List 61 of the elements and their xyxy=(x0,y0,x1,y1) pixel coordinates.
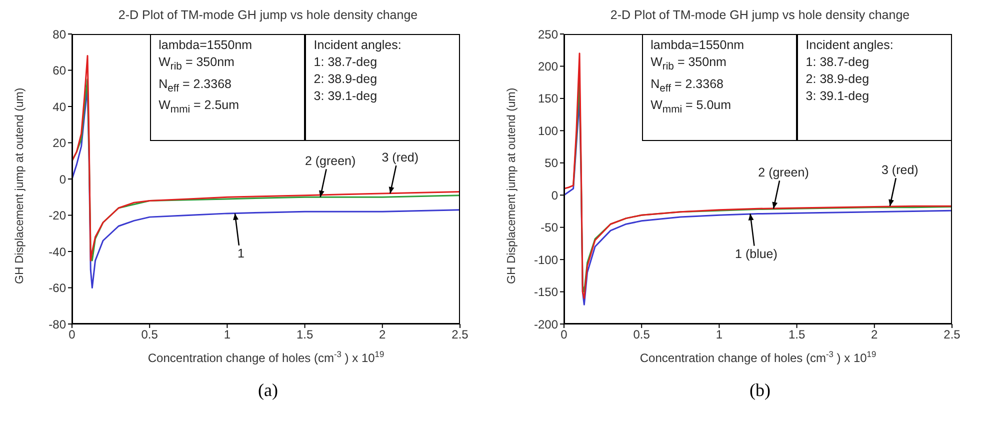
y-tick-label: -20 xyxy=(48,208,66,223)
x-tick-label: 2 xyxy=(871,328,878,342)
x-tick-label: 1 xyxy=(224,328,231,342)
annotation: lambda=1550nm xyxy=(158,37,254,54)
y-tick-label: 150 xyxy=(538,92,558,106)
x-tick-label: 1.5 xyxy=(296,328,314,342)
annotation: 3 (red) xyxy=(882,163,918,178)
x-tick-label: 2.5 xyxy=(452,328,469,342)
y-tick-label: 100 xyxy=(538,124,558,138)
x-tick-label: 2.5 xyxy=(944,328,961,342)
x-tick-label: 0.5 xyxy=(633,328,650,342)
y-tick-label: 40 xyxy=(52,100,66,114)
annotation: lambda=1550nm xyxy=(650,37,746,54)
annotation: W$_{mmi}$ = 5.0um xyxy=(650,97,732,118)
annotation: W$_{rib}$ = 350nm xyxy=(650,54,728,74)
text: (a) xyxy=(257,380,279,401)
text: (b) xyxy=(748,380,772,401)
x-tick-label: 2 xyxy=(379,328,386,342)
annotation: W$_{rib}$ = 350nm xyxy=(158,54,236,74)
y-tick-label: 20 xyxy=(52,136,66,150)
y-tick-label: 80 xyxy=(52,27,66,42)
y-tick-label: -80 xyxy=(48,317,66,332)
y-tick-label: -200 xyxy=(534,317,558,332)
y-tick-label: 60 xyxy=(52,64,66,78)
annotation: 2: 38.9-deg xyxy=(806,71,870,88)
y-tick-label: -100 xyxy=(534,252,558,267)
annotation: 3: 39.1-deg xyxy=(806,88,870,105)
x-axis-title: Concentration change of holes (cm$^{-3}$) x 10$^{19}$ xyxy=(640,349,876,365)
annotation: 1: 38.7-deg xyxy=(806,54,870,71)
annotation: 2 (green) xyxy=(758,166,809,180)
annotation: Incident angles: xyxy=(806,37,894,54)
chart-title: 2-D Plot of TM-mode GH jump vs hole density change xyxy=(117,8,419,24)
y-tick-label: 200 xyxy=(538,59,558,74)
y-axis-title: GH Displacement jump at outend (um) xyxy=(14,88,26,284)
annotation: 1: 38.7-deg xyxy=(314,54,378,71)
y-tick-label: -150 xyxy=(534,285,558,300)
chart-title: 2-D Plot of TM-mode GH jump vs hole density change xyxy=(609,8,911,24)
x-tick-label: 0 xyxy=(68,328,76,342)
annotation: 3 (red) xyxy=(382,150,419,164)
y-axis-title: GH Displacement jump at outend (um) xyxy=(506,88,518,284)
annotation: 2 (green) xyxy=(304,154,356,168)
annotation: Incident angles: xyxy=(314,37,402,54)
x-tick-label: 1.5 xyxy=(788,328,806,342)
y-tick-label: 50 xyxy=(544,156,558,170)
x-tick-label: 1 xyxy=(716,328,723,342)
x-tick-label: 0 xyxy=(560,328,568,342)
y-tick-label: -40 xyxy=(48,244,66,259)
y-tick-label: 0 xyxy=(59,172,66,186)
annotation: 3: 39.1-deg xyxy=(314,88,378,105)
annotation: 1 (blue) xyxy=(735,246,778,261)
x-tick-label: 0.5 xyxy=(141,328,158,342)
y-tick-label: -60 xyxy=(48,281,66,296)
x-axis-title: Concentration change of holes (cm$^{-3}$) x 10$^{19}$ xyxy=(148,349,384,365)
annotation: N$_{eff}$ = 2.3368 xyxy=(650,76,724,96)
annotation: N$_{eff}$ = 2.3368 xyxy=(158,76,232,96)
annotation: 2: 38.9-deg xyxy=(314,71,378,88)
annotation: W$_{mmi}$ = 2.5um xyxy=(158,97,240,118)
y-tick-label: 250 xyxy=(538,27,558,42)
annotation: 1 xyxy=(237,246,244,260)
y-tick-label: -50 xyxy=(540,220,558,235)
y-tick-label: 0 xyxy=(551,188,558,202)
